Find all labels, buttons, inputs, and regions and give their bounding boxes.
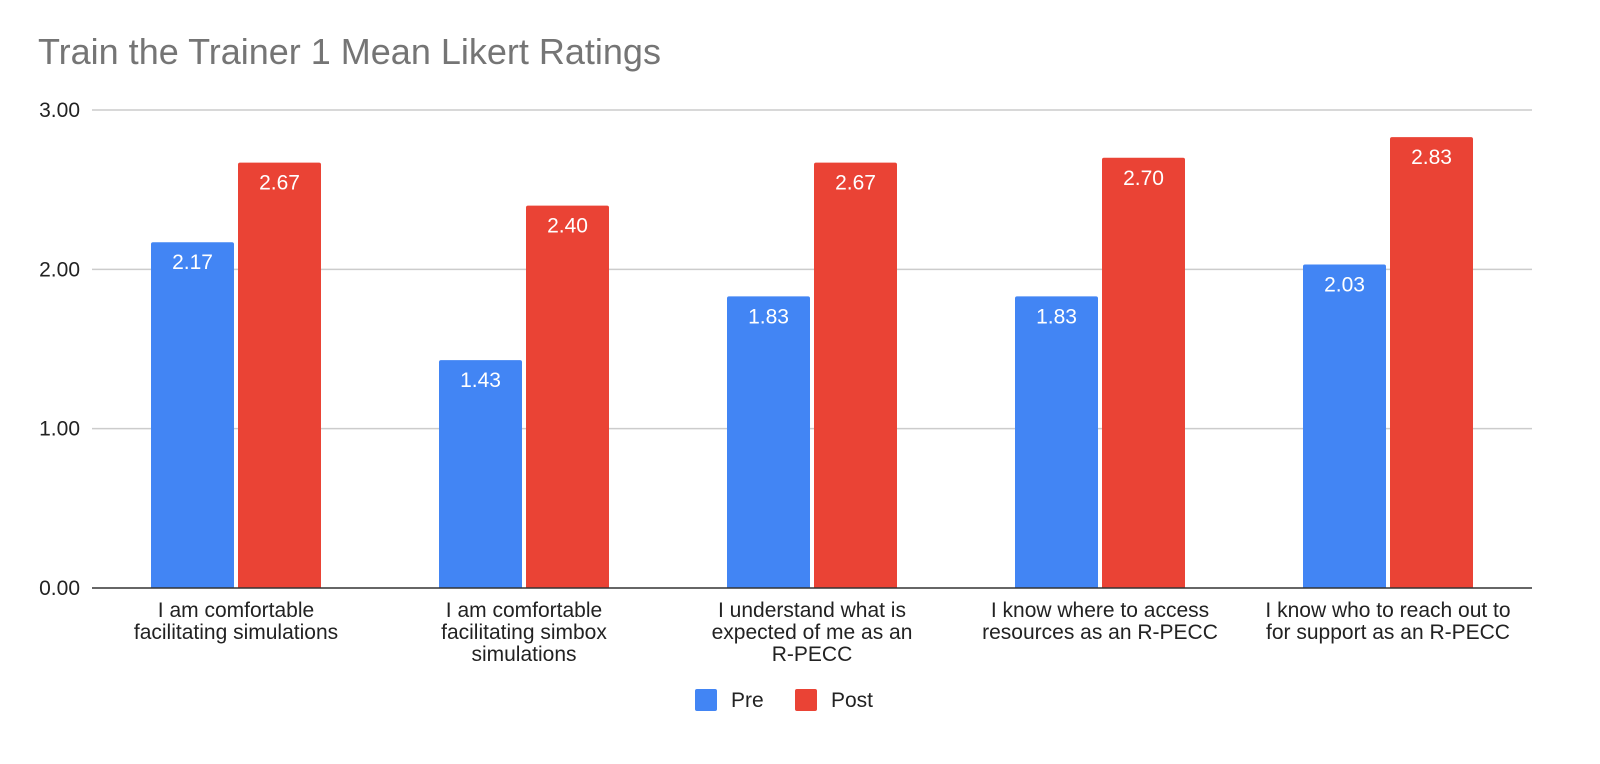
category-label-line: I know where to access (991, 599, 1209, 622)
legend-label: Post (831, 689, 873, 712)
bar-value-label-post-3: 2.67 (835, 172, 876, 195)
bar-post-1 (238, 162, 321, 588)
legend-label: Pre (731, 689, 764, 712)
legend: Pre Post (695, 689, 873, 712)
bar-value-labels: 2.17 2.67 1.43 2.40 1.83 2.67 1.83 2.70 2.03 2.83 (172, 146, 1452, 392)
y-tick-label: 2.00 (39, 258, 80, 281)
category-label-line: facilitating simbox (441, 621, 607, 644)
legend-item-pre: Pre (695, 689, 764, 712)
bar-value-label-pre-2: 1.43 (460, 369, 501, 392)
bar-value-label-post-2: 2.40 (547, 215, 588, 238)
bar-post-5 (1390, 137, 1473, 588)
gridlines (92, 109, 1532, 430)
y-tick-label: 1.00 (39, 418, 80, 441)
bars (151, 137, 1473, 589)
category-label-line: expected of me as an (712, 621, 913, 644)
bar-post-4 (1102, 157, 1185, 589)
bar-value-label-pre-1: 2.17 (172, 251, 213, 274)
legend-item-post: Post (795, 689, 873, 712)
chart-title: Train the Trainer 1 Mean Likert Ratings (38, 31, 661, 72)
bar-post-2 (526, 205, 609, 588)
bar-value-label-post-4: 2.70 (1123, 167, 1164, 190)
category-label-line: R-PECC (772, 643, 853, 666)
bar-pre-3 (727, 296, 810, 588)
category-label-line: I am comfortable (158, 599, 314, 622)
category-label-line: resources as an R-PECC (982, 621, 1218, 644)
bar-value-label-pre-3: 1.83 (748, 305, 789, 328)
category-label-line: I understand what is (718, 599, 906, 622)
category-label-line: simulations (471, 643, 576, 666)
bar-value-label-post-5: 2.83 (1411, 146, 1452, 169)
y-tick-label: 3.00 (39, 99, 80, 122)
category-label-line: I know who to reach out to (1265, 599, 1510, 622)
legend-swatch (695, 689, 717, 711)
category-label-line: facilitating simulations (134, 621, 338, 644)
bar-value-label-post-1: 2.67 (259, 172, 300, 195)
y-tick-label: 0.00 (39, 577, 80, 600)
category-label-line: I am comfortable (446, 599, 602, 622)
bar-value-label-pre-4: 1.83 (1036, 305, 1077, 328)
legend-swatch (795, 689, 817, 711)
bar-post-3 (814, 162, 897, 588)
bar-pre-1 (151, 242, 234, 588)
category-label-line: for support as an R-PECC (1266, 621, 1510, 644)
bar-value-label-pre-5: 2.03 (1324, 274, 1365, 297)
bar-pre-2 (439, 360, 522, 588)
y-axis-ticks: 0.00 1.00 2.00 3.00 (39, 99, 80, 600)
bar-pre-4 (1015, 296, 1098, 588)
bar-pre-5 (1303, 264, 1386, 588)
